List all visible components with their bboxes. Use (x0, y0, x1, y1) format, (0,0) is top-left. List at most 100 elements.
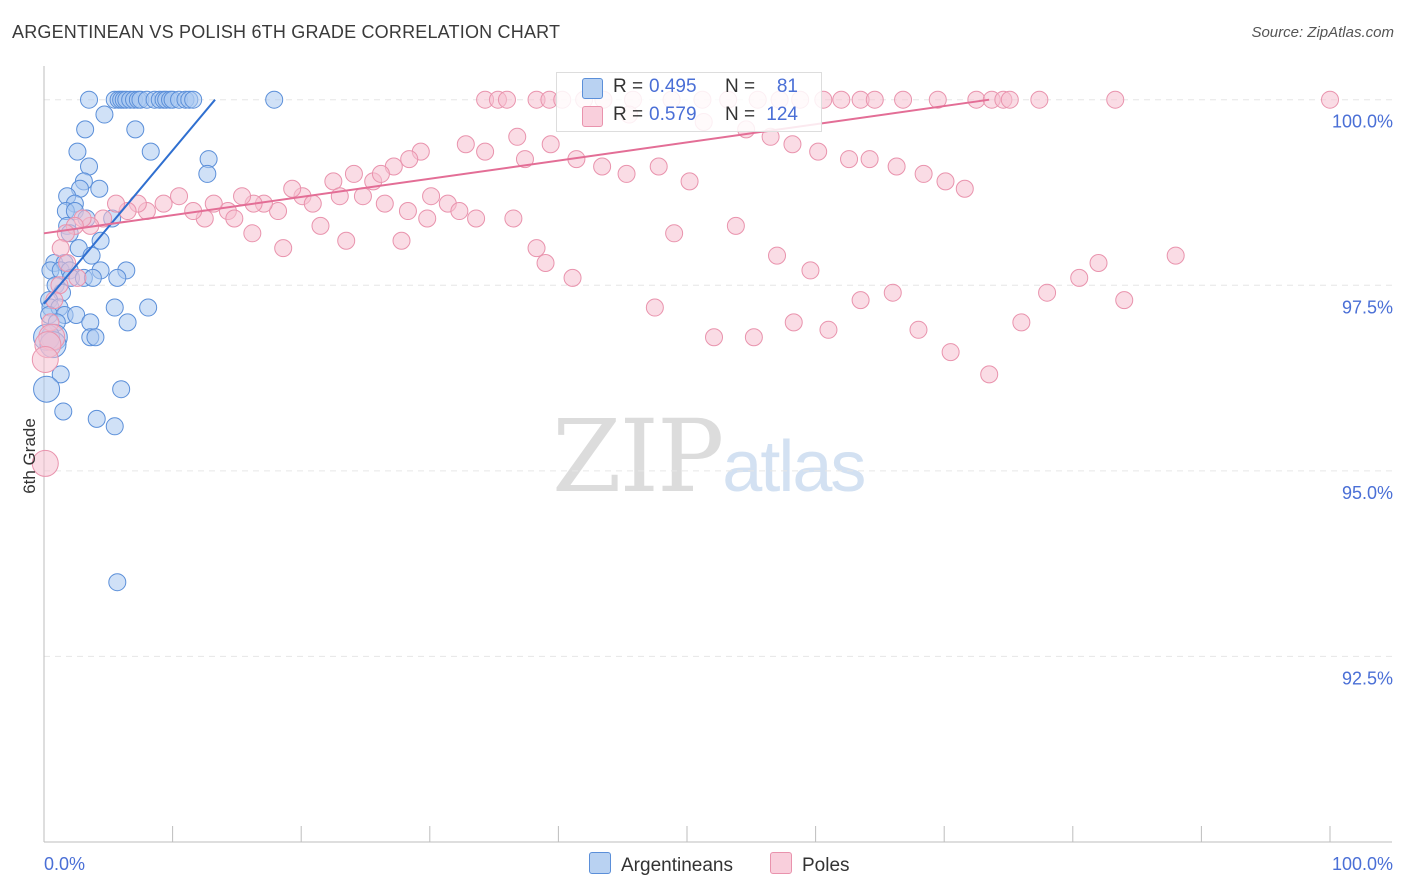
chart-source: Source: ZipAtlas.com (1251, 24, 1394, 41)
pole-point (744, 328, 763, 347)
pole-point (456, 135, 475, 154)
watermark-zip: ZIP (552, 398, 724, 515)
pole-point (784, 313, 803, 332)
pole-point (107, 194, 126, 213)
y-axis-title: 6th Grade (20, 418, 39, 494)
pole-point (705, 328, 724, 347)
argentinean-point (126, 120, 145, 139)
legend-n-label: N = (725, 76, 756, 97)
argentinean-point (76, 120, 95, 139)
pole-point (768, 246, 787, 265)
pole-point (353, 187, 372, 206)
pole-point (504, 209, 523, 228)
pole-point (154, 194, 173, 213)
argentinean-point (33, 375, 61, 403)
argentinean-point (108, 573, 127, 592)
argentinean-point (87, 409, 106, 428)
pole-point (883, 283, 902, 302)
data-points (31, 90, 1339, 592)
legend-n-value: 81 (776, 76, 798, 97)
pole-point (344, 164, 363, 183)
argentinean-point (139, 298, 158, 317)
pole-point (283, 179, 302, 198)
pole-point (508, 127, 527, 146)
tick-labels: 100.0% 97.5% 95.0% 92.5% 0.0% 100.0% 6th Grade (20, 112, 1393, 874)
pole-point (450, 202, 469, 221)
pole-point (515, 150, 534, 169)
pole-point (68, 268, 87, 287)
watermark-atlas: atlas (722, 427, 866, 507)
legend-r-value: 0.495 (649, 76, 697, 97)
pole-point (1070, 268, 1089, 287)
pole-point (243, 224, 262, 243)
pole-point (1166, 246, 1185, 265)
pole-point (593, 157, 612, 176)
argentinean-point (105, 298, 124, 317)
axes (43, 66, 1392, 843)
legend-n-label: N = (725, 104, 756, 125)
pole-point (1089, 254, 1108, 272)
pole-point (476, 142, 495, 161)
pole-point (375, 194, 394, 213)
x-tick-label: 0.0% (44, 854, 85, 874)
argentinean-point (83, 268, 102, 287)
pole-point (563, 268, 582, 287)
legend-row-poles: R = 0.579 N = 124 (557, 102, 821, 130)
legend-swatch-blue (582, 78, 603, 99)
legend-r-label: R = (613, 76, 644, 97)
pole-point (311, 216, 330, 235)
x-tick-label: 100.0% (1332, 854, 1393, 874)
pole-point (1012, 313, 1031, 332)
pole-point (941, 343, 960, 362)
pole-point (527, 239, 546, 258)
pole-point (645, 298, 664, 317)
bottom-legend-label: Argentineans (621, 855, 733, 876)
pole-point (371, 164, 390, 183)
pole-point (541, 135, 560, 154)
pole-point (398, 202, 417, 221)
grid (44, 99, 1392, 657)
pole-point (1115, 291, 1134, 310)
pole-point (617, 164, 636, 183)
pole-point (887, 157, 906, 176)
pole-point (324, 172, 343, 191)
pole-point (170, 187, 189, 206)
legend-r-value: 0.579 (649, 104, 697, 125)
argentinean-point (118, 313, 137, 332)
pole-point (233, 187, 252, 206)
pole-point (909, 320, 928, 339)
pole-point (51, 239, 70, 258)
pole-point (928, 90, 947, 109)
argentinean-point (51, 365, 70, 384)
argentinean-point (198, 164, 217, 183)
pole-point (467, 209, 486, 228)
pole-point (936, 172, 955, 191)
pole-point (801, 261, 820, 280)
y-tick-label: 95.0% (1342, 483, 1393, 503)
argentinean-point (112, 380, 131, 399)
pole-point (418, 209, 437, 228)
legend-r-label: R = (613, 104, 644, 125)
pole-point (726, 216, 745, 235)
pole-point (783, 135, 802, 154)
pole-point (832, 90, 851, 109)
pole-point (536, 254, 555, 272)
bottom-legend-poles: Poles (770, 852, 850, 877)
pole-point (894, 90, 913, 109)
legend-swatch-pink (582, 106, 603, 127)
pole-point (980, 365, 999, 384)
pole-point (955, 179, 974, 198)
pole-point (840, 150, 859, 169)
argentinean-point (90, 179, 109, 198)
pole-point (392, 231, 411, 250)
argentinean-point (86, 328, 105, 347)
argentinean-point (141, 142, 160, 161)
pole-point (1038, 283, 1057, 302)
argentinean-trend-line (43, 99, 216, 305)
pole-point (860, 150, 879, 169)
argentinean-point (184, 90, 203, 109)
pole-point (1030, 90, 1049, 109)
pole-point (337, 231, 356, 250)
correlation-legend: R = 0.495 N = 81 R = 0.579 N = 124 (556, 72, 822, 132)
